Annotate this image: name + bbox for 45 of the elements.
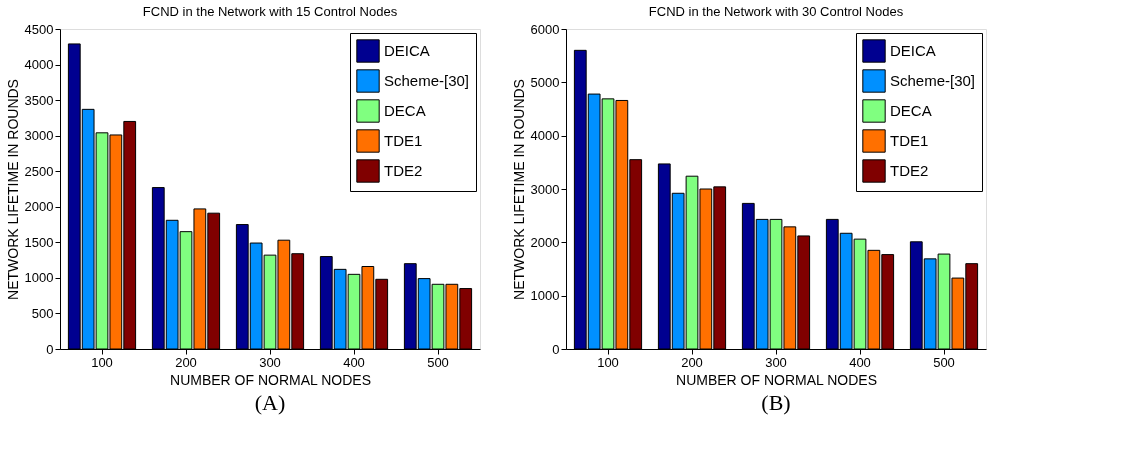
- y-tick-label: 0: [46, 341, 54, 357]
- y-tick-label: 2000: [24, 199, 54, 215]
- x-tick-label: 100: [597, 354, 619, 370]
- x-axis-title: NUMBER OF NORMAL NODES: [676, 371, 877, 388]
- legend-label: DEICA: [890, 42, 936, 59]
- y-tick-label: 0: [552, 341, 560, 357]
- y-tick-label: 1000: [24, 270, 54, 286]
- chart-title: FCND in the Network with 15 Control Nodes: [142, 4, 398, 19]
- x-tick-label: 200: [175, 354, 197, 370]
- text: (B): [761, 390, 791, 415]
- x-tick-label: 400: [849, 354, 871, 370]
- legend-label: DECA: [384, 102, 426, 119]
- legend-label: Scheme-[30]: [384, 72, 470, 89]
- y-axis-title: NETWORK LIFETIME IN ROUNDS: [4, 79, 21, 300]
- x-tick-label: 100: [91, 354, 113, 370]
- legend-label: DEICA: [384, 42, 430, 59]
- y-tick-label: 4000: [530, 128, 560, 144]
- legend-label: TDE1: [890, 132, 929, 149]
- legend-label: TDE2: [384, 162, 423, 179]
- x-tick-label: 300: [259, 354, 281, 370]
- y-tick-label: 1000: [530, 288, 560, 304]
- legend-label: Scheme-[30]: [890, 72, 976, 89]
- y-tick-label: 3000: [530, 181, 560, 197]
- y-tick-label: 3000: [24, 128, 54, 144]
- y-tick-label: 4000: [24, 57, 54, 73]
- x-tick-label: 200: [681, 354, 703, 370]
- legend-label: TDE2: [890, 162, 929, 179]
- y-tick-label: 6000: [530, 21, 560, 37]
- x-axis-title: NUMBER OF NORMAL NODES: [170, 371, 371, 388]
- x-tick-label: 500: [933, 354, 955, 370]
- y-axis-title: NETWORK LIFETIME IN ROUNDS: [510, 79, 527, 300]
- y-tick-label: 3500: [24, 92, 54, 108]
- x-tick-label: 400: [343, 354, 365, 370]
- y-tick-label: 5000: [530, 74, 560, 90]
- legend-label: DECA: [890, 102, 932, 119]
- x-tick-label: 500: [427, 354, 449, 370]
- legend-label: TDE1: [384, 132, 423, 149]
- x-tick-label: 300: [765, 354, 787, 370]
- y-tick-label: 1500: [24, 234, 54, 250]
- text: (A): [254, 390, 286, 415]
- y-tick-label: 500: [31, 305, 54, 321]
- chart-title: FCND in the Network with 30 Control Nodes: [648, 4, 904, 19]
- y-tick-label: 2500: [24, 163, 54, 179]
- y-tick-label: 2000: [530, 234, 560, 250]
- y-tick-label: 4500: [24, 21, 54, 37]
